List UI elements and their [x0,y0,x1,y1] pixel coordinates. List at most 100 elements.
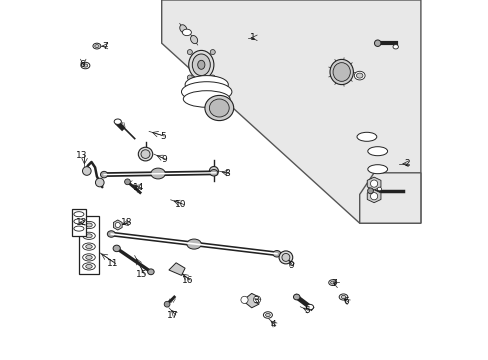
Ellipse shape [367,147,387,156]
Ellipse shape [151,168,165,179]
Ellipse shape [82,243,95,250]
Text: 3: 3 [253,296,259,305]
Circle shape [253,296,260,303]
Ellipse shape [356,132,376,141]
Ellipse shape [188,50,213,79]
Ellipse shape [182,29,191,36]
Ellipse shape [74,219,84,224]
Text: 15: 15 [136,270,147,279]
Ellipse shape [85,256,92,259]
Ellipse shape [74,226,84,231]
Polygon shape [168,263,185,275]
Ellipse shape [204,95,233,121]
Ellipse shape [95,45,99,48]
Bar [72,209,86,236]
Ellipse shape [192,54,210,76]
Circle shape [95,178,104,187]
Text: 18: 18 [121,218,133,227]
Ellipse shape [374,40,380,46]
Text: 6: 6 [79,60,84,69]
Ellipse shape [147,269,154,275]
Ellipse shape [138,147,152,161]
Ellipse shape [367,188,373,194]
Ellipse shape [209,99,229,117]
Ellipse shape [354,71,365,80]
Text: 4: 4 [270,320,276,329]
Ellipse shape [329,59,353,85]
Ellipse shape [181,82,231,102]
Circle shape [187,75,192,80]
Circle shape [370,180,377,187]
Ellipse shape [339,294,347,300]
Text: 17: 17 [167,310,178,320]
Polygon shape [366,177,380,190]
Circle shape [187,50,192,55]
Polygon shape [162,0,420,223]
Ellipse shape [279,251,292,264]
Polygon shape [366,190,380,203]
Text: 5: 5 [303,306,309,315]
Text: 12: 12 [76,218,87,227]
Ellipse shape [185,76,228,94]
Circle shape [210,50,215,55]
Text: 1: 1 [249,33,255,42]
Text: 5: 5 [160,132,165,141]
Ellipse shape [209,166,218,176]
Text: 7: 7 [330,279,336,288]
Ellipse shape [82,232,95,239]
Polygon shape [359,173,420,223]
Ellipse shape [83,64,87,67]
Circle shape [370,193,377,200]
Text: 8: 8 [224,169,230,178]
Ellipse shape [197,60,204,69]
Ellipse shape [190,36,197,44]
Ellipse shape [209,170,218,176]
Text: 9: 9 [288,261,294,270]
Ellipse shape [272,251,280,257]
Ellipse shape [265,313,270,317]
Text: 10: 10 [175,200,186,209]
Ellipse shape [328,280,336,285]
Ellipse shape [164,301,170,307]
Ellipse shape [113,245,120,252]
Ellipse shape [101,171,107,178]
Ellipse shape [93,43,101,49]
Ellipse shape [82,221,95,229]
Ellipse shape [332,63,349,81]
Text: 2: 2 [404,159,409,168]
Ellipse shape [141,150,150,158]
Ellipse shape [282,253,289,261]
Ellipse shape [263,312,272,318]
Ellipse shape [82,254,95,261]
Ellipse shape [330,281,334,284]
Ellipse shape [85,264,92,269]
Ellipse shape [341,295,345,299]
Ellipse shape [74,212,84,217]
Ellipse shape [82,263,95,270]
Circle shape [241,296,247,303]
Ellipse shape [114,119,121,125]
Ellipse shape [306,305,313,310]
Ellipse shape [356,73,362,78]
Ellipse shape [377,187,381,191]
Text: 7: 7 [102,42,108,51]
Ellipse shape [293,294,299,300]
Ellipse shape [81,62,90,69]
Ellipse shape [85,245,92,249]
Ellipse shape [124,179,130,185]
Ellipse shape [85,234,92,238]
Bar [79,216,99,274]
Ellipse shape [186,239,201,249]
Ellipse shape [367,165,387,174]
Text: 9: 9 [161,155,166,163]
Ellipse shape [183,91,230,107]
Polygon shape [113,220,122,230]
Ellipse shape [180,25,186,33]
Polygon shape [242,293,258,308]
Text: 13: 13 [76,151,87,160]
Text: 11: 11 [107,259,118,268]
Circle shape [210,75,215,80]
Text: 16: 16 [181,276,193,284]
Circle shape [82,167,91,175]
Ellipse shape [85,223,92,227]
